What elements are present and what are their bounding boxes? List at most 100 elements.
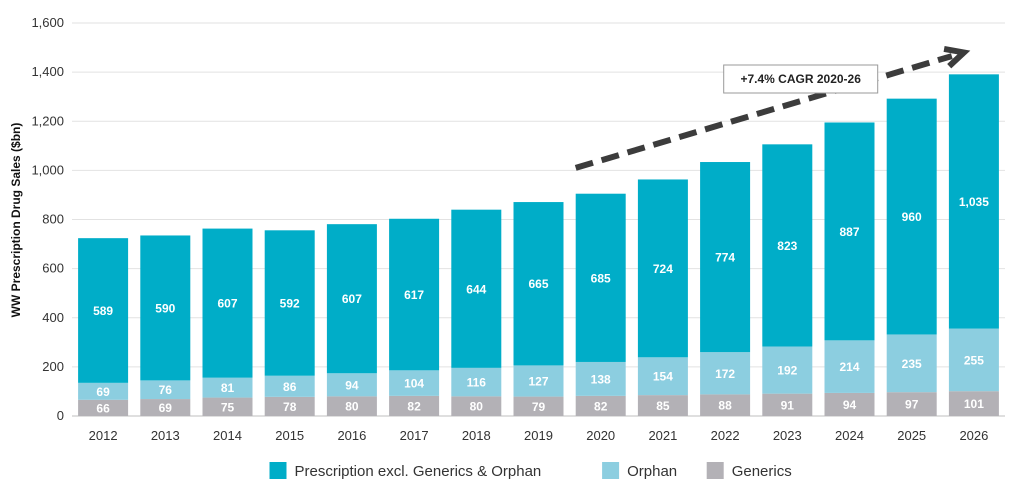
x-tick-label: 2016 <box>337 428 366 443</box>
data-label: 80 <box>345 400 359 414</box>
bar-segment-generics <box>140 399 191 416</box>
legend-swatch <box>706 462 724 479</box>
bar-segment-prescription-excl-generics-orphan <box>264 230 315 376</box>
x-tick-label: 2018 <box>462 428 491 443</box>
bar-segment-prescription-excl-generics-orphan <box>513 202 564 366</box>
bar-segment-generics <box>886 392 937 416</box>
data-label: 80 <box>470 400 484 414</box>
legend-item: Prescription excl. Generics & Orphan <box>269 462 542 480</box>
cagr-annotation: +7.4% CAGR 2020-26 <box>574 46 971 171</box>
x-tick-label: 2019 <box>524 428 553 443</box>
data-label: 1,035 <box>959 195 989 209</box>
bar-segment-generics <box>451 396 502 416</box>
bar-segment-generics <box>326 396 377 416</box>
legend-item: Generics <box>706 462 792 480</box>
data-label: 823 <box>777 239 797 253</box>
data-label: 69 <box>159 401 173 415</box>
bar-group-2012: 66 69 589 <box>78 238 129 416</box>
data-label: 607 <box>342 292 362 306</box>
x-tick-label: 2020 <box>586 428 615 443</box>
bar-segment-generics <box>78 399 129 416</box>
data-label: 617 <box>404 288 424 302</box>
data-label: 214 <box>839 360 859 374</box>
data-label: 97 <box>905 398 919 412</box>
data-label: 127 <box>528 374 548 388</box>
data-label: 138 <box>591 372 611 386</box>
bar-segment-prescription-excl-generics-orphan <box>700 162 751 353</box>
bar-group-2013: 69 76 590 <box>140 235 191 416</box>
bar-segment-prescription-excl-generics-orphan <box>762 144 813 347</box>
bar-segment-generics <box>202 397 253 416</box>
data-label: 85 <box>656 399 670 413</box>
y-tick-label: 1,600 <box>31 15 64 30</box>
y-axis: 0 200 400 600 800 1,000 1,200 1,400 1,600 <box>31 15 64 423</box>
data-label: 94 <box>843 398 857 412</box>
bar-segment-orphan <box>637 357 688 396</box>
data-label: 66 <box>96 401 110 415</box>
bar-segment-orphan <box>78 382 129 400</box>
bar-segment-orphan <box>948 328 999 392</box>
x-tick-label: 2025 <box>897 428 926 443</box>
y-tick-label: 400 <box>42 310 64 325</box>
data-label: 88 <box>718 399 732 413</box>
bar-segment-prescription-excl-generics-orphan <box>202 228 253 378</box>
bar-segment-orphan <box>389 370 440 396</box>
data-label: 589 <box>93 304 113 318</box>
legend-swatch <box>602 462 620 479</box>
cagr-callout-text: +7.4% CAGR 2020-26 <box>740 72 861 86</box>
y-tick-label: 600 <box>42 261 64 276</box>
data-label: 116 <box>467 376 487 390</box>
bar-segment-orphan <box>513 365 564 397</box>
data-label: 724 <box>653 262 673 276</box>
bar-segment-orphan <box>140 380 191 400</box>
bar-group-2026: 101 255 1,035 <box>948 74 999 416</box>
bar-group-2022: 88 172 774 <box>700 162 751 416</box>
bar-segment-generics <box>824 392 875 416</box>
y-tick-label: 200 <box>42 359 64 374</box>
bar-group-2015: 78 86 592 <box>264 230 315 416</box>
data-label: 774 <box>715 251 735 265</box>
y-tick-label: 1,200 <box>31 113 64 128</box>
bar-segment-prescription-excl-generics-orphan <box>451 209 502 368</box>
data-label: 665 <box>528 277 548 291</box>
bar-segment-generics <box>762 393 813 416</box>
x-tick-label: 2013 <box>151 428 180 443</box>
y-axis-title: WW Prescription Drug Sales ($bn) <box>9 123 23 318</box>
data-label: 81 <box>221 381 235 395</box>
bar-segment-prescription-excl-generics-orphan <box>389 218 440 371</box>
data-label: 104 <box>404 377 424 391</box>
data-label: 154 <box>653 370 673 384</box>
legend-label: Prescription excl. Generics & Orphan <box>295 463 542 480</box>
bar-segment-prescription-excl-generics-orphan <box>948 74 999 329</box>
bar-segment-generics <box>264 396 315 416</box>
bar-segment-orphan <box>886 334 937 393</box>
bar-group-2024: 94 214 887 <box>824 122 875 416</box>
legend: Prescription excl. Generics & Orphan Orph… <box>269 462 792 480</box>
data-label: 82 <box>594 399 608 413</box>
data-label: 82 <box>407 399 421 413</box>
bar-segment-orphan <box>575 361 626 396</box>
data-label: 86 <box>283 380 297 394</box>
bar-segment-prescription-excl-generics-orphan <box>575 193 626 362</box>
bar-segment-prescription-excl-generics-orphan <box>78 238 129 383</box>
data-label: 91 <box>781 398 795 412</box>
y-tick-label: 1,000 <box>31 162 64 177</box>
data-label: 887 <box>839 225 859 239</box>
bars: 66 69 589 69 76 590 75 81 607 78 86 592 80 94 607 82 104… <box>78 74 999 416</box>
data-label: 192 <box>777 364 797 378</box>
bar-group-2016: 80 94 607 <box>326 224 377 416</box>
bar-segment-prescription-excl-generics-orphan <box>326 224 377 374</box>
data-label: 101 <box>964 397 984 411</box>
bar-segment-generics <box>637 395 688 416</box>
x-tick-label: 2012 <box>89 428 118 443</box>
x-tick-label: 2017 <box>400 428 429 443</box>
bar-segment-generics <box>389 395 440 416</box>
x-tick-label: 2021 <box>648 428 677 443</box>
bar-segment-orphan <box>264 375 315 397</box>
bar-segment-orphan <box>824 340 875 393</box>
data-label: 78 <box>283 400 297 414</box>
data-label: 172 <box>715 367 735 381</box>
y-tick-label: 0 <box>57 408 64 423</box>
bar-segment-prescription-excl-generics-orphan <box>886 98 937 335</box>
